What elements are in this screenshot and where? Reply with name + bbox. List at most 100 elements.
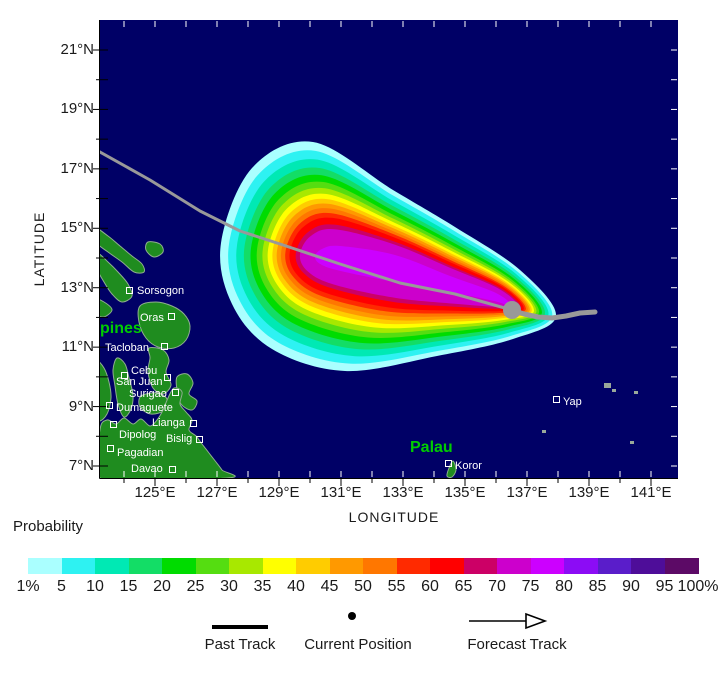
islet (542, 430, 546, 433)
islet (634, 391, 638, 394)
probability-scale-title: Probability (13, 518, 84, 535)
past-track-legend-symbol (212, 625, 268, 629)
colorbar-segment (61, 558, 96, 574)
colorbar-segment (363, 558, 397, 574)
islet (604, 383, 611, 388)
colorbar-segment (28, 558, 62, 574)
colorbar-tick-label: 80 (555, 578, 573, 595)
x-tick-label: 139°E (568, 484, 610, 501)
city-label: Davao (131, 463, 163, 475)
x-tick-label: 131°E (320, 484, 362, 501)
colorbar-segment (664, 558, 699, 574)
city-marker-square (168, 313, 175, 320)
current-position-marker (503, 301, 521, 319)
y-tick-label: 21°N (60, 41, 94, 58)
y-tick-label: 7°N (68, 457, 94, 474)
y-tick-label: 17°N (60, 159, 94, 177)
city-label: Tacloban (105, 342, 150, 354)
past-track-line (509, 307, 598, 321)
colorbar-segment (229, 558, 263, 574)
colorbar-tick-label: 90 (622, 578, 640, 595)
city-label: Cebu (131, 365, 158, 377)
forecast-track-legend-symbol (469, 612, 548, 630)
x-tick-label: 125°E (134, 484, 176, 501)
land-polygon (100, 253, 133, 303)
city-marker-square (121, 372, 128, 379)
colorbar-tick-label: 1% (16, 578, 40, 595)
x-axis-title: LONGITUDE (348, 509, 440, 525)
y-tick-label: 9°N (68, 397, 94, 415)
colorbar-tick-label: 95 (655, 578, 674, 595)
x-tick-label: 135°E (444, 484, 486, 501)
colorbar-segment (631, 558, 665, 574)
land-polygon (446, 460, 457, 478)
colorbar-tick-label: 85 (588, 578, 607, 595)
city-marker-square (110, 421, 117, 428)
city-marker-square (164, 374, 171, 381)
colorbar-segment (463, 558, 498, 574)
city-label: Koror (455, 460, 482, 472)
colorbar-tick-label: 65 (454, 578, 473, 595)
region-label: pines (100, 320, 142, 337)
city-marker-square (126, 287, 133, 294)
current-position-legend-symbol (348, 612, 356, 620)
city-marker-square (161, 343, 168, 350)
colorbar-segment (497, 558, 531, 574)
forecast-track-legend-label: Forecast Track (467, 636, 567, 653)
colorbar-tick-label: 100% (677, 578, 719, 595)
land-polygon (145, 241, 164, 258)
colorbar-tick-label: 15 (119, 578, 138, 595)
city-marker-square (169, 466, 176, 473)
city-label: Dumaguete (116, 402, 173, 414)
x-tick-label: 141°E (630, 484, 672, 501)
colorbar-tick-label: 25 (186, 578, 205, 595)
colorbar-tick-label: 60 (421, 578, 439, 595)
y-tick-label: 11°N (61, 338, 94, 356)
y-tick-label: 13°N (60, 278, 94, 296)
colorbar-segment (95, 558, 129, 574)
colorbar-tick-label: 55 (387, 578, 406, 595)
colorbar-tick-label: 20 (153, 578, 171, 595)
city-marker-square (190, 420, 197, 427)
islet (612, 389, 616, 392)
city-label: Oras (140, 312, 164, 324)
city-label: Sorsogon (137, 285, 185, 297)
colorbar-tick-label: 50 (354, 578, 372, 595)
x-tick-label: 133°E (382, 484, 424, 501)
colorbar-segment (296, 558, 330, 574)
city-label: Surigao (129, 388, 167, 400)
land-polygon (100, 229, 146, 274)
past-track-legend-label: Past Track (204, 636, 276, 653)
city-label: Lianga (152, 417, 186, 429)
colorbar-segment (162, 558, 196, 574)
colorbar-segment (195, 558, 230, 574)
city-label: Yap (563, 396, 582, 408)
city-label: Bislig (166, 433, 193, 445)
map-overlay: Sorsogon Oras Tacloban Cebu San Juan Surigao D… (100, 20, 678, 478)
colorbar-segment (396, 558, 431, 574)
colorbar-segment (597, 558, 632, 574)
city-label: Pagadian (117, 447, 164, 459)
probability-band (315, 245, 513, 307)
city-label: Dipolog (119, 429, 157, 441)
land-polygon (147, 346, 172, 395)
colorbar-segment (128, 558, 163, 574)
city-marker-square (106, 402, 113, 409)
city-marker-square (196, 436, 203, 443)
y-axis-title: LATITUDE (31, 211, 47, 287)
land-polygon (112, 357, 134, 418)
land-polygon (100, 387, 236, 478)
colorbar-segment (262, 558, 297, 574)
region-label: Palau (410, 439, 453, 456)
forecast-track-line (100, 150, 514, 312)
colorbar-tick-label: 10 (86, 578, 104, 595)
colorbar-segment (430, 558, 464, 574)
colorbar-tick-label: 5 (57, 578, 66, 595)
city-label: San Juan (116, 376, 163, 388)
city-marker-square (107, 445, 114, 452)
colorbar-tick-label: 40 (287, 578, 305, 595)
land-polygon (100, 299, 113, 318)
